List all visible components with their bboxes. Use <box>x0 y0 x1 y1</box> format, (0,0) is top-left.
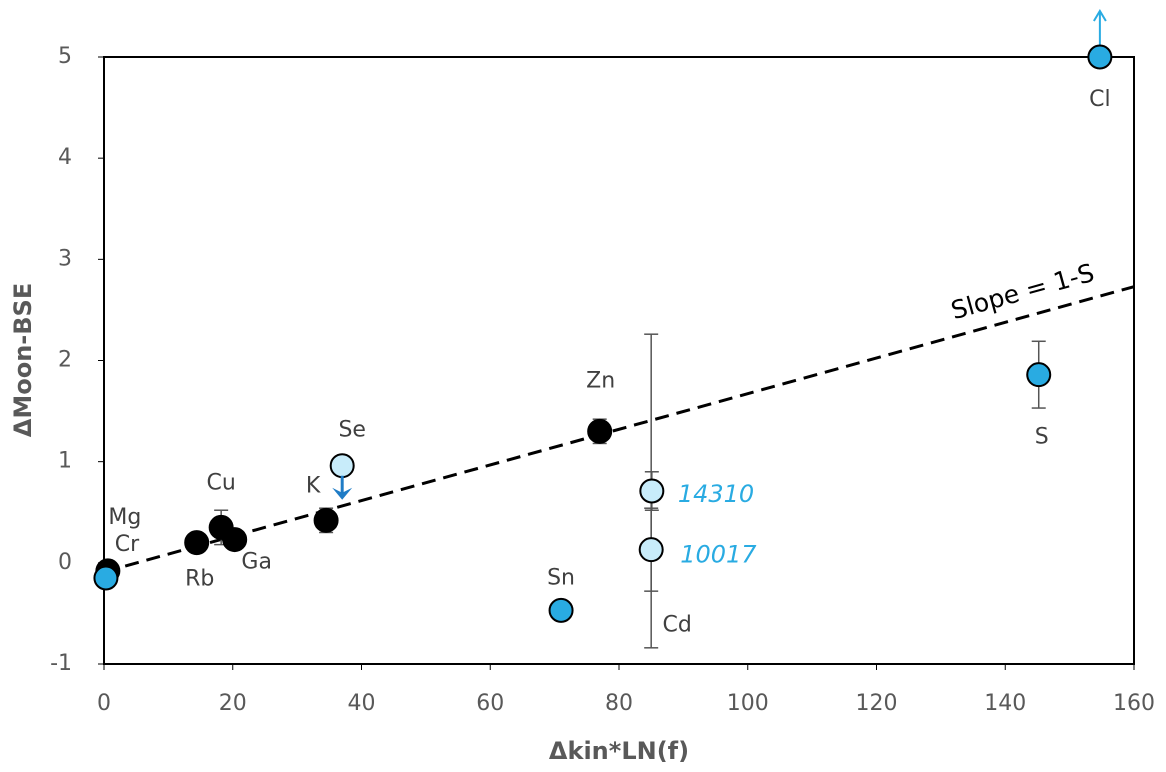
y-tick-label: 0 <box>58 550 72 575</box>
point-label: Cl <box>1089 87 1110 112</box>
point-label: Zn <box>586 368 615 393</box>
fit-line <box>103 285 1135 574</box>
x-tick-label: 120 <box>856 691 898 716</box>
point <box>184 530 210 556</box>
x-tick-label: 140 <box>984 691 1026 716</box>
range-label: Cd <box>663 613 692 638</box>
x-tick-label: 0 <box>97 691 111 716</box>
point-label: 14310 <box>678 480 754 508</box>
y-tick-label: 4 <box>58 145 72 170</box>
x-tick-label: 20 <box>219 691 247 716</box>
y-tick-label: 3 <box>58 246 72 271</box>
x-axis-title: Δkin*LN(f) <box>549 737 689 765</box>
point <box>93 565 119 591</box>
point-label: Mg <box>108 505 141 530</box>
point <box>638 537 664 563</box>
point-label: Cr <box>115 532 140 557</box>
point-label: Cu <box>207 470 236 495</box>
point <box>1087 44 1113 70</box>
point <box>1026 362 1052 388</box>
point-label: Rb <box>185 567 214 592</box>
point <box>587 418 613 444</box>
point-label: K <box>306 473 321 498</box>
y-tick-label: 2 <box>58 348 72 373</box>
point-label: Se <box>338 418 366 443</box>
point <box>329 453 355 479</box>
point <box>639 478 665 504</box>
point <box>222 527 248 553</box>
x-tick-label: 100 <box>727 691 769 716</box>
y-tick-label: 1 <box>58 449 72 474</box>
x-tick-label: 40 <box>348 691 376 716</box>
y-axis-title: ΔMoon-BSE <box>9 283 37 437</box>
point-label: 10017 <box>680 541 757 569</box>
x-tick-label: 60 <box>476 691 504 716</box>
point-label: S <box>1035 425 1049 450</box>
x-tick-label: 160 <box>1113 691 1155 716</box>
fit-label: Slope = 1-S <box>948 258 1097 325</box>
point-label: Sn <box>547 565 575 590</box>
y-tick-label: -1 <box>50 651 72 676</box>
x-tick-label: 80 <box>605 691 633 716</box>
y-tick-label: 5 <box>58 44 72 69</box>
point-label: Ga <box>241 550 272 575</box>
arrow-head <box>332 487 353 500</box>
arrow-head <box>1093 9 1107 22</box>
point <box>548 597 574 623</box>
point <box>313 507 339 533</box>
